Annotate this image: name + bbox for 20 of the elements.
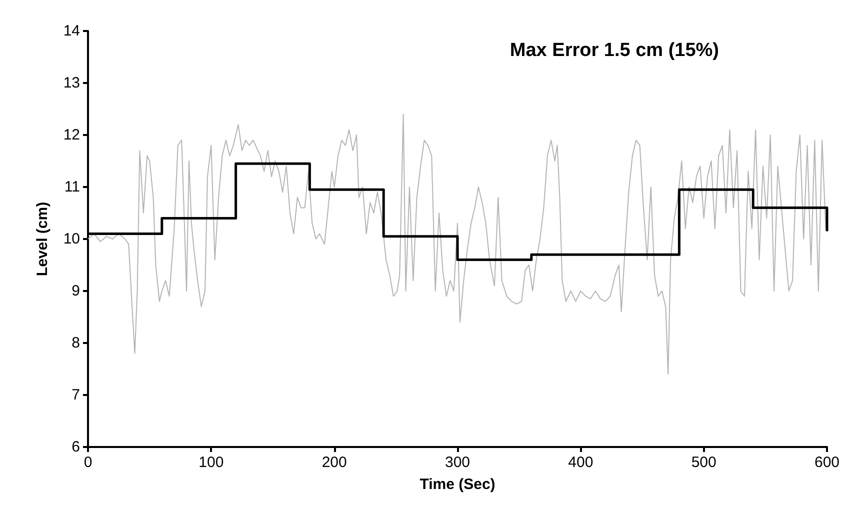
x-tick-label: 200: [322, 454, 347, 471]
y-tick-label: 13: [63, 74, 80, 92]
y-tick-label: 14: [63, 22, 80, 40]
y-tick-label: 8: [72, 334, 80, 352]
x-tick-label: 600: [814, 454, 840, 471]
y-tick-label: 12: [63, 126, 80, 144]
y-tick-label: 10: [63, 230, 80, 248]
y-tick-label: 7: [72, 386, 80, 404]
x-axis-title: Time (Sec): [420, 476, 496, 493]
x-tick-label: 400: [568, 454, 594, 471]
text: Max Error 1.5 cm (15%): [510, 40, 719, 61]
x-tick-label: 0: [84, 454, 92, 471]
line-series: [88, 114, 826, 375]
x-tick-label: 500: [691, 454, 716, 471]
y-tick-label: 11: [64, 178, 80, 196]
y-tick-label: 6: [72, 438, 80, 456]
x-tick-label: 100: [198, 454, 224, 471]
x-tick-label: 300: [444, 454, 470, 471]
y-axis-title: Level (cm): [34, 202, 51, 276]
y-tick-label: 9: [72, 282, 80, 300]
